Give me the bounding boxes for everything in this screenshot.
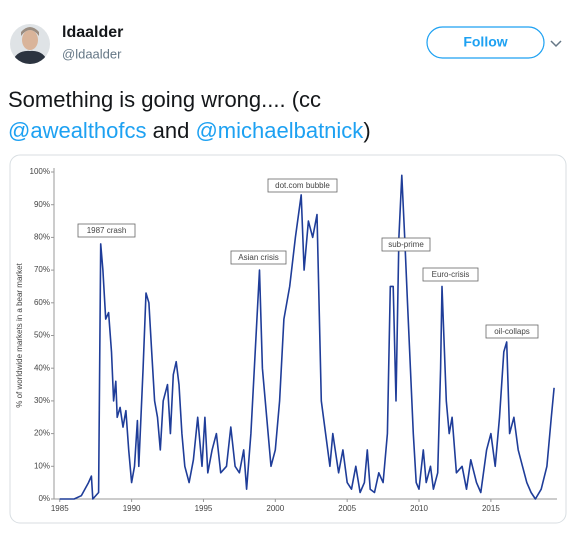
annotation-box — [267, 178, 338, 193]
x-tick-label: 1985 — [51, 504, 69, 513]
tweet-text-part: ) — [363, 118, 370, 143]
annotation: dot.com bubble — [275, 181, 330, 190]
annotation: Euro-crisis — [432, 270, 470, 279]
y-tick-label: 30% — [34, 396, 50, 405]
y-tick-label: 40% — [34, 363, 50, 372]
avatar[interactable] — [10, 24, 50, 64]
y-tick-label: 90% — [34, 200, 50, 209]
follow-button[interactable]: Follow — [426, 26, 545, 59]
annotation-box — [77, 223, 136, 238]
x-tick-label: 2005 — [338, 504, 356, 513]
y-tick-label: 0% — [38, 494, 50, 503]
annotation-box — [381, 237, 431, 252]
annotation: oil-collaps — [494, 327, 530, 336]
tweet-text: Something is going wrong.... (cc — [8, 87, 321, 112]
mention[interactable]: @michaelbatnick — [195, 118, 364, 143]
chart: 0% 10% 20% 30% 40% 50% 60% 70% 80% 90% 100% 1985 199… — [15, 167, 557, 513]
annotation: 1987 crash — [87, 226, 127, 235]
media-frame[interactable] — [9, 154, 567, 524]
annotation-box — [422, 267, 479, 282]
more-chevron[interactable] — [550, 40, 562, 48]
tweet-text-part: and — [147, 118, 196, 143]
x-tick-label: 2015 — [482, 504, 500, 513]
y-tick-label: 10% — [34, 461, 50, 470]
annotation: Asian crisis — [238, 253, 278, 262]
x-tick-label: 2000 — [266, 504, 284, 513]
y-tick-label: 100% — [30, 167, 50, 176]
user-name[interactable]: ldaalder — [62, 24, 123, 41]
y-tick-label: 50% — [34, 331, 50, 340]
data-line — [59, 174, 555, 500]
y-tick-label: 80% — [34, 233, 50, 242]
y-tick-label: 20% — [34, 429, 50, 438]
y-tick-label: 70% — [34, 265, 50, 274]
annotation-box — [230, 250, 287, 265]
y-axis-label: % of worldwide markets in a bear market — [15, 262, 24, 407]
user-handle[interactable]: @ldaalder — [62, 46, 122, 61]
annotation-box — [485, 324, 539, 339]
follow-label[interactable]: Follow — [463, 34, 507, 50]
tweet-text-line: Something is going wrong.... (cc — [8, 87, 321, 112]
x-tick-label: 2010 — [410, 504, 428, 513]
tweet-text: @awealthofcs and @michaelbatnick) — [8, 118, 371, 143]
x-tick-label: 1990 — [123, 504, 141, 513]
mention[interactable]: @awealthofcs — [8, 118, 147, 143]
x-tick-label: 1995 — [195, 504, 213, 513]
y-tick-label: 60% — [34, 298, 50, 307]
annotation: sub-prime — [388, 240, 424, 249]
